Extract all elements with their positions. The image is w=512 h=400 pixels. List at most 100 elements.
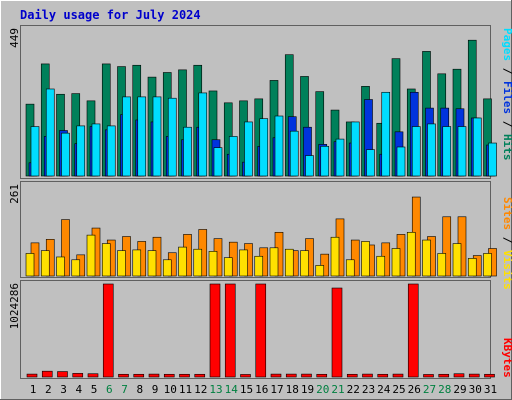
day-label-16: 16 [255, 383, 268, 396]
legend-sites: Sites [501, 197, 512, 230]
visits-bar-day-18 [284, 248, 294, 277]
kbytes-bar-day-24 [377, 373, 389, 378]
pages-bar-day-16 [259, 118, 269, 177]
visits-bar-day-17 [269, 247, 279, 277]
sites-bar-day-28 [442, 216, 452, 277]
kbytes-bar-day-14 [224, 283, 236, 378]
kbytes-bar-day-31 [484, 373, 495, 378]
pages-bar-day-23 [366, 149, 375, 177]
kbytes-bar-day-6 [102, 283, 114, 378]
kbytes-bar-day-3 [57, 371, 68, 378]
visits-bar-day-4 [71, 259, 81, 277]
kbytes-bar-day-4 [72, 373, 84, 378]
day-label-30: 30 [469, 383, 482, 396]
day-label-11: 11 [179, 383, 192, 396]
visits-bar-day-24 [376, 255, 386, 277]
kbytes-bar-day-16 [255, 283, 267, 378]
pages-bar-day-20 [320, 146, 330, 177]
pages-bar-day-18 [289, 130, 299, 177]
day-label-6: 6 [106, 383, 113, 396]
visits-bar-day-15 [239, 249, 248, 277]
kbytes-bars [26, 283, 495, 378]
visits-ymax-label: 261 [8, 184, 21, 204]
visits-bar-day-10 [162, 259, 172, 277]
kbytes-bar-day-10 [163, 373, 175, 378]
kbytes-bar-day-5 [87, 373, 99, 378]
day-label-13: 13 [209, 383, 222, 396]
pages-bar-day-13 [213, 147, 223, 177]
pages-bar-day-31 [488, 142, 497, 177]
visits-bar-day-25 [391, 248, 401, 277]
kbytes-bar-day-21 [331, 287, 343, 378]
chart-title: Daily usage for July 2024 [20, 8, 201, 22]
visits-bar-day-7 [117, 250, 126, 277]
day-label-18: 18 [286, 383, 299, 396]
day-label-25: 25 [392, 383, 405, 396]
pages-bar-day-19 [305, 155, 314, 177]
visits-bar-day-9 [147, 250, 157, 277]
visits-bar-day-5 [86, 234, 96, 277]
day-label-14: 14 [225, 383, 239, 396]
visits-bar-day-8 [132, 249, 142, 277]
day-label-4: 4 [75, 383, 82, 396]
day-label-17: 17 [270, 383, 283, 396]
legend-kbytes: KBytes [501, 338, 512, 378]
hits-bars [25, 39, 497, 177]
kbytes-bar-day-13 [209, 283, 221, 378]
visits-bar-day-23 [361, 241, 370, 277]
visits-bar-day-11 [178, 246, 187, 277]
visits-bar-day-26 [406, 231, 416, 277]
day-label-2: 2 [45, 383, 52, 396]
visits-bar-day-22 [345, 259, 355, 277]
day-label-15: 15 [240, 383, 253, 396]
kbytes-bar-day-29 [453, 373, 465, 378]
kbytes-bar-day-22 [346, 373, 358, 378]
day-label-21: 21 [331, 383, 344, 396]
pages-bar-day-25 [396, 146, 406, 177]
kbytes-ymax-label: 1024286 [8, 283, 21, 329]
day-label-8: 8 [136, 383, 143, 396]
day-label-28: 28 [438, 383, 451, 396]
legend-files: Files [501, 81, 512, 114]
kbytes-bar-day-26 [407, 283, 419, 378]
pages-bar-day-14 [228, 136, 238, 177]
pages-bar-day-4 [76, 125, 86, 177]
kbytes-bar-day-18 [285, 373, 297, 378]
visits-bar-day-2 [40, 250, 50, 277]
day-label-5: 5 [91, 383, 98, 396]
pages-bar-day-24 [381, 91, 391, 177]
kbytes-bar-day-17 [270, 373, 282, 378]
visits-bar-day-14 [223, 257, 233, 277]
day-axis-labels: 1 2 3 4 5 6 7 8 9 10 11 12 13 14 15 16 17 18 19 20 21 22 23 24 2… [30, 383, 497, 396]
kbytes-bar-day-27 [423, 374, 434, 378]
day-label-12: 12 [194, 383, 207, 396]
pages-bar-day-29 [457, 126, 467, 177]
day-label-22: 22 [347, 383, 360, 396]
pages-bar-day-3 [61, 132, 70, 177]
sites-bar-day-20 [320, 253, 330, 277]
visits-bar-day-20 [315, 265, 325, 277]
pages-bar-day-6 [106, 125, 116, 177]
visits-bar-day-16 [254, 255, 264, 277]
sites-bar-day-22 [350, 239, 360, 277]
visits-bar-day-6 [101, 243, 111, 277]
visits-bar-day-12 [193, 248, 203, 277]
kbytes-bar-day-12 [194, 373, 206, 378]
kbytes-bar-day-2 [41, 370, 53, 378]
kbytes-bar-day-7 [118, 373, 129, 378]
pages-bar-day-15 [244, 121, 253, 177]
visits-bar-day-28 [437, 253, 447, 277]
day-label-26: 26 [408, 383, 421, 396]
day-label-1: 1 [30, 383, 37, 396]
kbytes-bar-day-30 [468, 373, 480, 378]
kbytes-bar-day-15 [240, 374, 251, 378]
kbytes-bar-day-25 [392, 373, 404, 378]
pages-bar-day-8 [137, 96, 147, 177]
kbytes-bar-day-8 [133, 373, 145, 378]
legend-pages: Pages [501, 28, 512, 61]
visits-bars [25, 196, 497, 277]
visits-bar-day-1 [25, 253, 35, 277]
pages-bar-day-21 [335, 138, 345, 177]
day-label-9: 9 [152, 383, 159, 396]
visits-bar-day-27 [422, 239, 431, 277]
